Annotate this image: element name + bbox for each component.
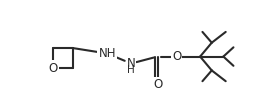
Text: H: H xyxy=(127,65,135,75)
Text: O: O xyxy=(153,78,162,91)
Text: O: O xyxy=(48,62,58,75)
Text: O: O xyxy=(172,50,181,63)
Text: N: N xyxy=(127,57,136,70)
Text: NH: NH xyxy=(98,47,116,60)
